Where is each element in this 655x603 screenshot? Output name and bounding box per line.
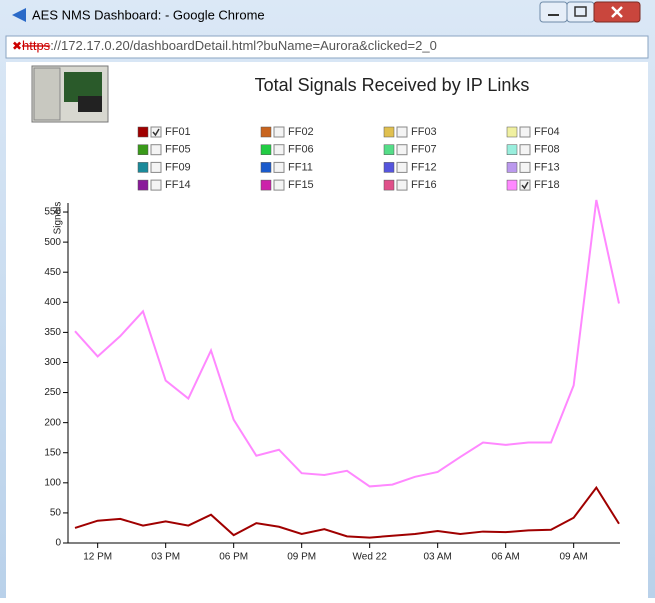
x-tick-label: 03 PM: [151, 552, 180, 563]
legend-swatch: [138, 145, 148, 155]
legend-swatch: [261, 180, 271, 190]
y-tick-label: 350: [44, 327, 61, 338]
legend-label: FF08: [534, 144, 560, 156]
security-icon: ✖: [12, 39, 22, 53]
y-tick-label: 300: [44, 357, 61, 368]
legend-swatch: [384, 180, 394, 190]
legend-label: FF15: [288, 179, 314, 191]
legend-checkbox[interactable]: [274, 162, 284, 172]
y-tick-label: 550: [44, 207, 61, 218]
y-tick-label: 50: [50, 508, 62, 519]
legend-swatch: [507, 145, 517, 155]
legend-swatch: [384, 127, 394, 137]
legend-checkbox[interactable]: [274, 145, 284, 155]
legend-swatch: [384, 145, 394, 155]
legend-checkbox[interactable]: [397, 180, 407, 190]
legend-checkbox[interactable]: [397, 127, 407, 137]
legend-swatch: [261, 145, 271, 155]
legend-swatch: [261, 127, 271, 137]
y-tick-label: 450: [44, 267, 61, 278]
x-tick-label: 09 AM: [559, 552, 587, 563]
y-tick-label: 500: [44, 237, 61, 248]
legend-label: FF06: [288, 144, 314, 156]
legend-label: FF01: [165, 126, 191, 138]
legend-swatch: [507, 180, 517, 190]
legend-label: FF11: [288, 161, 313, 173]
y-tick-label: 200: [44, 417, 61, 428]
legend-label: FF05: [165, 144, 191, 156]
y-tick-label: 400: [44, 297, 61, 308]
x-tick-label: 12 PM: [83, 552, 112, 563]
legend-checkbox[interactable]: [520, 162, 530, 172]
legend-label: FF18: [534, 179, 560, 191]
url: https://172.17.0.20/dashboardDetail.html…: [22, 38, 437, 53]
legend-checkbox[interactable]: [520, 145, 530, 155]
url-path: ://172.17.0.20/dashboardDetail.html?buNa…: [50, 38, 437, 53]
legend-label: FF14: [165, 179, 191, 191]
x-tick-label: 09 PM: [287, 552, 316, 563]
legend-swatch: [507, 162, 517, 172]
y-tick-label: 150: [44, 447, 61, 458]
chart-title: Total Signals Received by IP Links: [255, 75, 530, 95]
legend-label: FF12: [411, 161, 437, 173]
minimize-button[interactable]: [540, 2, 567, 22]
legend-checkbox[interactable]: [151, 145, 161, 155]
legend-label: FF16: [411, 179, 437, 191]
device-image: [32, 66, 108, 122]
legend-label: FF09: [165, 161, 191, 173]
legend-checkbox[interactable]: [397, 145, 407, 155]
y-tick-label: 100: [44, 477, 61, 488]
legend-label: FF02: [288, 126, 314, 138]
window-controls: [540, 2, 640, 22]
legend-label: FF13: [534, 161, 560, 173]
legend-checkbox[interactable]: [274, 127, 284, 137]
window-title: AES NMS Dashboard: - Google Chrome: [32, 7, 265, 22]
x-tick-label: 06 AM: [491, 552, 519, 563]
url-scheme: https: [22, 38, 51, 53]
browser-window: AES NMS Dashboard: - Google Chrome ✖ htt…: [0, 0, 655, 598]
legend-checkbox[interactable]: [151, 180, 161, 190]
maximize-button[interactable]: [567, 2, 594, 22]
y-tick-label: 0: [55, 538, 61, 549]
legend-swatch: [138, 180, 148, 190]
legend-label: FF04: [534, 126, 560, 138]
legend-swatch: [261, 162, 271, 172]
legend-swatch: [384, 162, 394, 172]
legend-swatch: [138, 127, 148, 137]
page-content: [6, 62, 648, 598]
legend-swatch: [138, 162, 148, 172]
y-tick-label: 250: [44, 387, 61, 398]
legend-checkbox[interactable]: [520, 127, 530, 137]
x-tick-label: Wed 22: [353, 552, 388, 563]
legend-checkbox[interactable]: [274, 180, 284, 190]
legend-checkbox[interactable]: [151, 162, 161, 172]
legend-checkbox[interactable]: [397, 162, 407, 172]
legend-label: FF07: [411, 144, 437, 156]
legend-swatch: [507, 127, 517, 137]
x-tick-label: 03 AM: [423, 552, 451, 563]
legend-label: FF03: [411, 126, 437, 138]
x-tick-label: 06 PM: [219, 552, 248, 563]
